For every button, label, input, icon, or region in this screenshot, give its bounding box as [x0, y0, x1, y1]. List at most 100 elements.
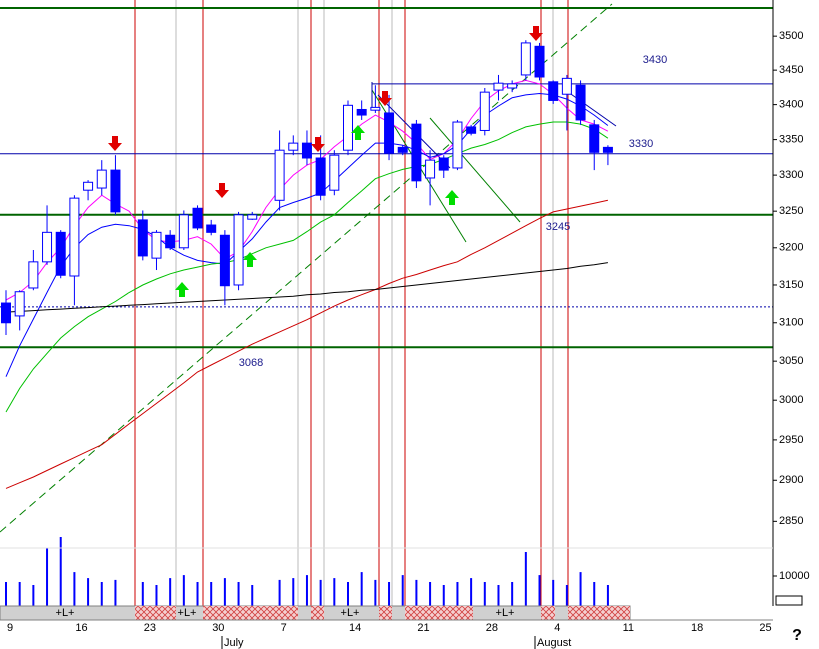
candle-body	[329, 154, 340, 191]
volume-bar	[483, 582, 486, 606]
strip-hatch	[203, 606, 298, 620]
candle-body	[548, 81, 559, 101]
volume-bar	[593, 582, 596, 606]
strip-hatch	[541, 606, 555, 620]
y-tick-label: 3050	[779, 355, 803, 367]
volume-bar	[18, 582, 21, 606]
sell-arrow	[529, 26, 543, 41]
volume-bar	[456, 582, 459, 606]
candle-body	[288, 142, 299, 151]
volume-bar	[73, 572, 76, 606]
volume-bar	[538, 575, 541, 606]
level-label: 3245	[546, 221, 570, 233]
x-tick-label: 30	[212, 622, 224, 634]
candle-body	[370, 106, 381, 111]
signal-strip: +L+ +L+ +L+ +L+	[0, 605, 631, 621]
volume-bar	[470, 578, 473, 606]
sell-arrow	[215, 183, 229, 198]
candle-body	[301, 142, 312, 159]
volume-bar	[401, 575, 404, 606]
strip-hatch	[405, 606, 473, 620]
candle-body	[384, 112, 395, 154]
y-tick-label: 3500	[779, 30, 803, 42]
candle-body	[397, 146, 408, 153]
volume-bar	[223, 578, 226, 606]
strip-label: +L+	[496, 607, 515, 619]
volume-bar	[606, 585, 609, 606]
volume-bar	[251, 585, 254, 606]
volume-bar	[347, 582, 349, 606]
candle-body	[343, 104, 353, 151]
candle-body	[83, 181, 94, 191]
volume-bar	[87, 578, 90, 606]
help-mark[interactable]: ?	[792, 627, 802, 644]
x-tick-label: 18	[691, 622, 703, 634]
sell-arrow	[311, 137, 325, 152]
candle-body	[151, 231, 162, 259]
candle-body	[165, 234, 176, 249]
strip-label: +L+	[56, 607, 75, 619]
candle-body	[356, 108, 367, 116]
candle-body	[96, 169, 107, 189]
candle-body	[274, 149, 285, 201]
y-tick-label: 3350	[779, 134, 803, 146]
average-line	[5, 262, 608, 313]
candle-body	[507, 83, 518, 89]
x-tick-label: 28	[486, 622, 498, 634]
y-tick-label: 3250	[779, 205, 803, 217]
y-tick-label: 3000	[779, 394, 803, 406]
candle-body	[42, 231, 53, 263]
volume-bar	[196, 582, 199, 606]
volume-tick-label: 10000	[779, 570, 810, 582]
average-line	[5, 92, 609, 377]
sell-arrow	[108, 136, 122, 151]
volume-bar	[32, 585, 35, 606]
x-tick-label: 14	[349, 622, 361, 634]
volume-bar	[114, 579, 117, 606]
x-tick-label: 11	[623, 622, 634, 634]
candle-body	[520, 42, 531, 76]
buy-arrow	[243, 252, 257, 267]
x-tick-label: 21	[417, 622, 429, 634]
month-label: August	[537, 637, 571, 649]
volume-bar	[46, 548, 49, 606]
candle-body	[110, 169, 121, 213]
strip-hatch	[311, 606, 324, 620]
candle-body	[247, 214, 258, 220]
volume-bar	[155, 585, 158, 606]
candle-body	[589, 124, 600, 153]
candle-body	[55, 231, 66, 276]
candle-body	[206, 224, 217, 233]
level-label: 3330	[629, 138, 653, 150]
level-label: 3430	[643, 54, 667, 66]
volume-bar	[305, 575, 308, 606]
volume-bar	[552, 579, 555, 606]
signal-arrows	[108, 26, 543, 297]
volume-bar	[182, 575, 185, 606]
y-tick-label: 3400	[779, 99, 803, 111]
volume-bar	[442, 585, 445, 606]
candle-body	[466, 126, 477, 134]
candle-body	[479, 91, 490, 131]
candle-body	[575, 84, 586, 121]
candle-body	[561, 77, 572, 95]
volume-bar	[278, 579, 281, 606]
volume-bar	[565, 585, 568, 606]
volume-bar	[388, 582, 391, 606]
volume-bar	[5, 582, 7, 606]
signal-lines	[134, 0, 569, 606]
x-tick-label: 23	[144, 622, 156, 634]
volume-bar	[333, 578, 336, 606]
plot-area: 3430 3330 3245 3068	[0, 6, 773, 606]
y-tick-label: 3100	[779, 317, 803, 329]
volume-bar	[429, 582, 432, 606]
candle-body	[14, 291, 25, 317]
volume-bar	[100, 582, 103, 606]
x-tick-label: 7	[281, 622, 287, 634]
x-tick-label: 9	[7, 622, 13, 634]
candle-body	[315, 157, 326, 196]
candle-body	[452, 121, 463, 169]
axis-button[interactable]	[775, 595, 803, 606]
